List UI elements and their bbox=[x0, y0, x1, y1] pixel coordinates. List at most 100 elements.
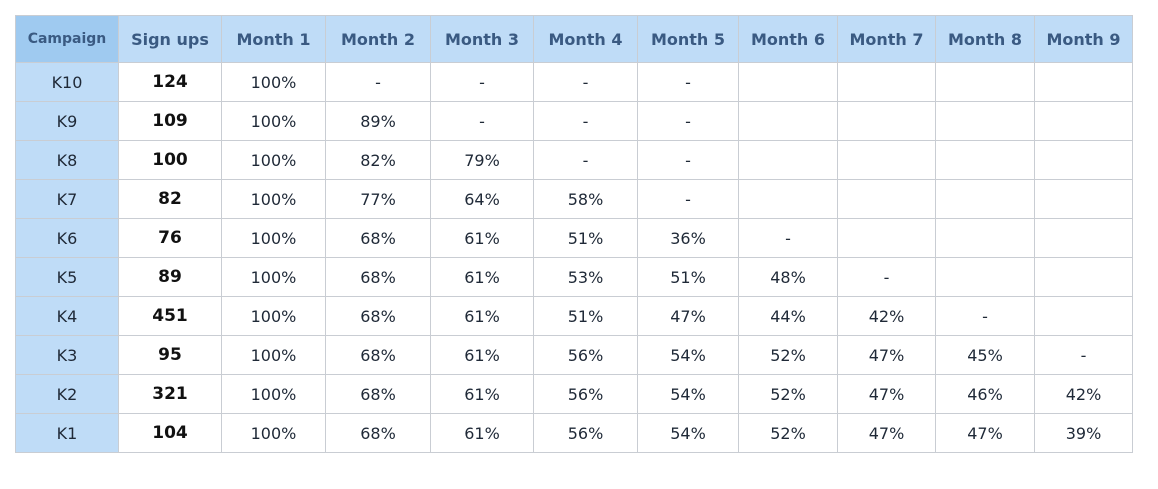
sign-ups-cell: 109 bbox=[118, 101, 222, 141]
retention-cell: 64% bbox=[430, 179, 534, 219]
retention-cell: 53% bbox=[533, 257, 638, 297]
retention-cell bbox=[935, 140, 1035, 180]
table-row: K3 95 100% 68% 61% 56% 54% 52% 47% 45% - bbox=[15, 335, 1133, 375]
column-header-month-9: Month 9 bbox=[1034, 15, 1133, 63]
retention-cell: 68% bbox=[325, 335, 431, 375]
retention-cell: - bbox=[430, 101, 534, 141]
retention-cell: 47% bbox=[837, 413, 936, 453]
retention-cell: 100% bbox=[221, 335, 326, 375]
retention-cell: 54% bbox=[637, 335, 739, 375]
retention-cell bbox=[738, 62, 838, 102]
retention-cell: 36% bbox=[637, 218, 739, 258]
retention-cell: 100% bbox=[221, 413, 326, 453]
campaign-cell: K7 bbox=[15, 179, 119, 219]
table-row: K4 451 100% 68% 61% 51% 47% 44% 42% - bbox=[15, 296, 1133, 336]
retention-cell bbox=[837, 62, 936, 102]
table-row: K5 89 100% 68% 61% 53% 51% 48% - bbox=[15, 257, 1133, 297]
retention-cell: - bbox=[533, 101, 638, 141]
campaign-cell: K9 bbox=[15, 101, 119, 141]
retention-cell: 51% bbox=[637, 257, 739, 297]
retention-cell: 56% bbox=[533, 335, 638, 375]
retention-cell: 100% bbox=[221, 140, 326, 180]
retention-cell: 68% bbox=[325, 257, 431, 297]
table-row: K1 104 100% 68% 61% 56% 54% 52% 47% 47% 39% bbox=[15, 413, 1133, 453]
retention-cell: 61% bbox=[430, 413, 534, 453]
table-row: K7 82 100% 77% 64% 58% - bbox=[15, 179, 1133, 219]
retention-cell bbox=[738, 179, 838, 219]
campaign-cell: K3 bbox=[15, 335, 119, 375]
retention-cell: 48% bbox=[738, 257, 838, 297]
retention-cell bbox=[1034, 62, 1133, 102]
retention-cell bbox=[837, 140, 936, 180]
campaign-cell: K10 bbox=[15, 62, 119, 102]
table-row: K10 124 100% - - - - bbox=[15, 62, 1133, 102]
retention-cell bbox=[935, 218, 1035, 258]
retention-cell bbox=[1034, 179, 1133, 219]
table-row: K8 100 100% 82% 79% - - bbox=[15, 140, 1133, 180]
campaign-cell: K2 bbox=[15, 374, 119, 414]
retention-cell: 46% bbox=[935, 374, 1035, 414]
campaign-cell: K5 bbox=[15, 257, 119, 297]
column-header-month-7: Month 7 bbox=[837, 15, 936, 63]
table-row: K9 109 100% 89% - - - bbox=[15, 101, 1133, 141]
campaign-cell: K6 bbox=[15, 218, 119, 258]
retention-cell: - bbox=[1034, 335, 1133, 375]
cohort-retention-table: Campaign Sign ups Month 1 Month 2 Month 3 Mon… bbox=[15, 15, 1133, 453]
retention-cell: 56% bbox=[533, 374, 638, 414]
column-header-month-2: Month 2 bbox=[325, 15, 431, 63]
campaign-cell: K1 bbox=[15, 413, 119, 453]
retention-cell: 58% bbox=[533, 179, 638, 219]
table-body: K10 124 100% - - - - K9 109 100% 89% - - - K8 100 100% 82… bbox=[15, 62, 1133, 453]
retention-cell: 79% bbox=[430, 140, 534, 180]
retention-cell bbox=[1034, 296, 1133, 336]
retention-cell: 68% bbox=[325, 374, 431, 414]
table-row: K6 76 100% 68% 61% 51% 36% - bbox=[15, 218, 1133, 258]
sign-ups-cell: 321 bbox=[118, 374, 222, 414]
retention-cell: 100% bbox=[221, 257, 326, 297]
retention-cell: - bbox=[637, 140, 739, 180]
retention-cell: 52% bbox=[738, 413, 838, 453]
retention-cell: 61% bbox=[430, 374, 534, 414]
retention-cell: 44% bbox=[738, 296, 838, 336]
retention-cell: - bbox=[325, 62, 431, 102]
retention-cell bbox=[935, 257, 1035, 297]
table-row: K2 321 100% 68% 61% 56% 54% 52% 47% 46% 42% bbox=[15, 374, 1133, 414]
retention-cell: 45% bbox=[935, 335, 1035, 375]
retention-cell: 61% bbox=[430, 335, 534, 375]
retention-cell: 39% bbox=[1034, 413, 1133, 453]
retention-cell: 77% bbox=[325, 179, 431, 219]
retention-cell: 47% bbox=[637, 296, 739, 336]
retention-cell bbox=[738, 140, 838, 180]
retention-cell bbox=[738, 101, 838, 141]
retention-cell: - bbox=[637, 101, 739, 141]
retention-cell: 61% bbox=[430, 218, 534, 258]
retention-cell: - bbox=[637, 62, 739, 102]
table-header-row: Campaign Sign ups Month 1 Month 2 Month 3 Mon… bbox=[15, 15, 1133, 63]
retention-cell: 47% bbox=[837, 335, 936, 375]
retention-cell bbox=[935, 101, 1035, 141]
retention-cell bbox=[1034, 101, 1133, 141]
column-header-campaign: Campaign bbox=[15, 15, 119, 63]
retention-cell: 100% bbox=[221, 374, 326, 414]
campaign-cell: K8 bbox=[15, 140, 119, 180]
column-header-month-3: Month 3 bbox=[430, 15, 534, 63]
retention-cell: 51% bbox=[533, 296, 638, 336]
retention-cell: 51% bbox=[533, 218, 638, 258]
retention-cell: 61% bbox=[430, 296, 534, 336]
retention-cell: 100% bbox=[221, 101, 326, 141]
retention-cell: - bbox=[533, 140, 638, 180]
retention-cell: - bbox=[430, 62, 534, 102]
retention-cell: 68% bbox=[325, 218, 431, 258]
retention-cell: - bbox=[533, 62, 638, 102]
retention-cell bbox=[1034, 140, 1133, 180]
retention-cell: 82% bbox=[325, 140, 431, 180]
retention-cell bbox=[935, 62, 1035, 102]
retention-cell: 54% bbox=[637, 413, 739, 453]
column-header-month-5: Month 5 bbox=[637, 15, 739, 63]
retention-cell: 61% bbox=[430, 257, 534, 297]
sign-ups-cell: 100 bbox=[118, 140, 222, 180]
cohort-table-container: Campaign Sign ups Month 1 Month 2 Month 3 Mon… bbox=[15, 15, 1133, 453]
retention-cell: - bbox=[837, 257, 936, 297]
retention-cell: 100% bbox=[221, 218, 326, 258]
sign-ups-cell: 124 bbox=[118, 62, 222, 102]
